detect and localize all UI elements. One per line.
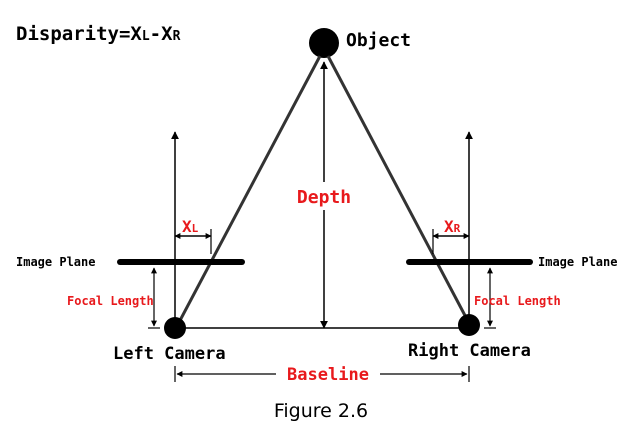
disparity-formula: Disparity=XL-XR — [16, 23, 181, 45]
depth-label: Depth — [297, 187, 351, 208]
right-ray — [326, 55, 472, 326]
xr-label-main: X — [444, 217, 454, 236]
baseline-label: Baseline — [287, 365, 369, 385]
left-camera-label: Left Camera — [113, 344, 226, 364]
xl-label-sub: L — [192, 222, 199, 235]
figure-caption: Figure 2.6 — [274, 400, 368, 422]
image-plane-left-label: Image Plane — [16, 255, 95, 269]
formula-sub-left: L — [142, 29, 150, 44]
xl-label-main: X — [182, 217, 192, 236]
formula-prefix: Disparity=X — [16, 23, 142, 45]
xr-label: XR — [444, 217, 461, 236]
formula-sub-right: R — [173, 29, 181, 44]
focal-length-right-label: Focal Length — [474, 294, 561, 308]
object-point — [309, 28, 339, 58]
xl-label: XL — [182, 217, 199, 236]
right-camera-dot — [458, 314, 480, 336]
depth-label-bg — [290, 182, 358, 210]
formula-mid: -X — [150, 23, 173, 45]
focal-length-left-label: Focal Length — [67, 294, 154, 308]
xr-label-sub: R — [454, 222, 461, 235]
left-camera-dot — [164, 317, 186, 339]
right-camera-label: Right Camera — [408, 341, 531, 361]
left-ray — [174, 55, 322, 329]
object-label: Object — [346, 30, 411, 51]
image-plane-right-label: Image Plane — [538, 255, 617, 269]
